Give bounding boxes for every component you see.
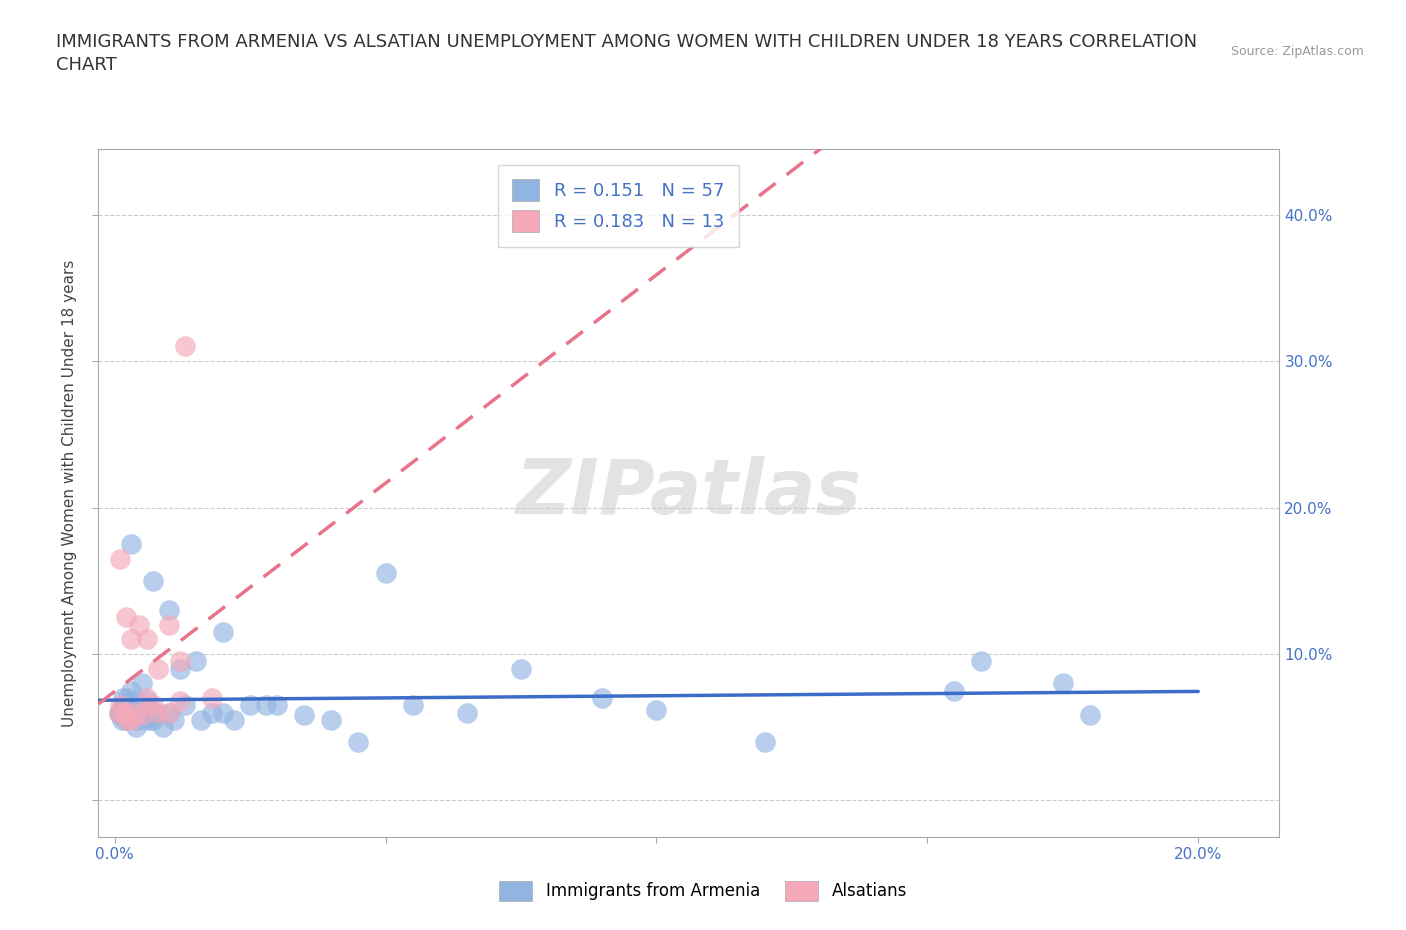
Point <box>152 720 174 735</box>
Point <box>239 698 262 712</box>
Point <box>190 712 212 727</box>
Point <box>112 698 135 712</box>
Point <box>120 684 142 698</box>
Point <box>146 708 169 723</box>
Point <box>142 573 165 588</box>
Point <box>212 705 235 720</box>
Point <box>114 705 136 720</box>
Point <box>125 705 148 720</box>
Point <box>1052 676 1074 691</box>
Point <box>108 551 131 566</box>
Point <box>131 698 153 712</box>
Point <box>374 566 396 581</box>
Point <box>131 676 153 691</box>
Point <box>136 694 159 709</box>
Point <box>201 690 224 705</box>
Point <box>174 698 197 712</box>
Point <box>115 690 138 705</box>
Point <box>114 610 136 625</box>
Point <box>266 698 288 712</box>
Point <box>127 705 149 720</box>
Point <box>347 735 370 750</box>
Point <box>120 537 142 551</box>
Point <box>111 705 134 720</box>
Point <box>121 708 143 723</box>
Y-axis label: Unemployment Among Women with Children Under 18 years: Unemployment Among Women with Children U… <box>62 259 77 726</box>
Point <box>134 712 156 727</box>
Legend: Immigrants from Armenia, Alsatians: Immigrants from Armenia, Alsatians <box>492 874 914 908</box>
Point <box>114 705 136 720</box>
Point <box>131 708 153 723</box>
Point <box>112 705 135 720</box>
Point <box>212 625 235 640</box>
Point <box>943 684 966 698</box>
Point <box>645 702 668 717</box>
Point <box>754 735 776 750</box>
Point <box>184 654 207 669</box>
Point <box>117 712 139 727</box>
Point <box>111 712 134 727</box>
Point <box>125 712 148 727</box>
Point <box>120 698 142 712</box>
Point <box>222 712 245 727</box>
Point <box>321 712 343 727</box>
Point <box>139 712 162 727</box>
Point <box>456 705 478 720</box>
Point <box>169 654 191 669</box>
Point <box>115 698 138 712</box>
Point <box>254 698 277 712</box>
Point <box>108 705 131 720</box>
Point <box>118 702 141 717</box>
Point <box>117 708 139 723</box>
Point <box>120 712 142 727</box>
Point <box>174 339 197 354</box>
Point <box>970 654 993 669</box>
Point <box>157 705 180 720</box>
Point <box>136 631 159 646</box>
Point <box>146 705 169 720</box>
Point <box>142 698 165 712</box>
Point <box>136 705 159 720</box>
Text: ZIPatlas: ZIPatlas <box>516 456 862 530</box>
Point <box>118 705 141 720</box>
Text: IMMIGRANTS FROM ARMENIA VS ALSATIAN UNEMPLOYMENT AMONG WOMEN WITH CHILDREN UNDER: IMMIGRANTS FROM ARMENIA VS ALSATIAN UNEM… <box>56 33 1198 50</box>
Point <box>157 603 180 618</box>
Point <box>108 708 131 723</box>
Text: CHART: CHART <box>56 56 117 73</box>
Point <box>108 698 131 712</box>
Point <box>146 661 169 676</box>
Point <box>157 618 180 632</box>
Point <box>169 661 191 676</box>
Point <box>128 618 150 632</box>
Point <box>136 690 159 705</box>
Point <box>169 694 191 709</box>
Point <box>143 705 166 720</box>
Point <box>114 712 136 727</box>
Point <box>201 705 224 720</box>
Point <box>401 698 423 712</box>
Point <box>125 720 148 735</box>
Point <box>110 702 132 717</box>
Point <box>510 661 533 676</box>
Legend: R = 0.151   N = 57, R = 0.183   N = 13: R = 0.151 N = 57, R = 0.183 N = 13 <box>498 165 738 246</box>
Point <box>120 631 142 646</box>
Point <box>591 690 613 705</box>
Point <box>142 712 165 727</box>
Point <box>122 694 145 709</box>
Point <box>1078 708 1101 723</box>
Point <box>108 705 131 720</box>
Point <box>292 708 315 723</box>
Point <box>122 705 145 720</box>
Point <box>111 690 134 705</box>
Point <box>163 712 186 727</box>
Point <box>112 708 135 723</box>
Point <box>157 705 180 720</box>
Text: Source: ZipAtlas.com: Source: ZipAtlas.com <box>1230 45 1364 58</box>
Point <box>128 708 150 723</box>
